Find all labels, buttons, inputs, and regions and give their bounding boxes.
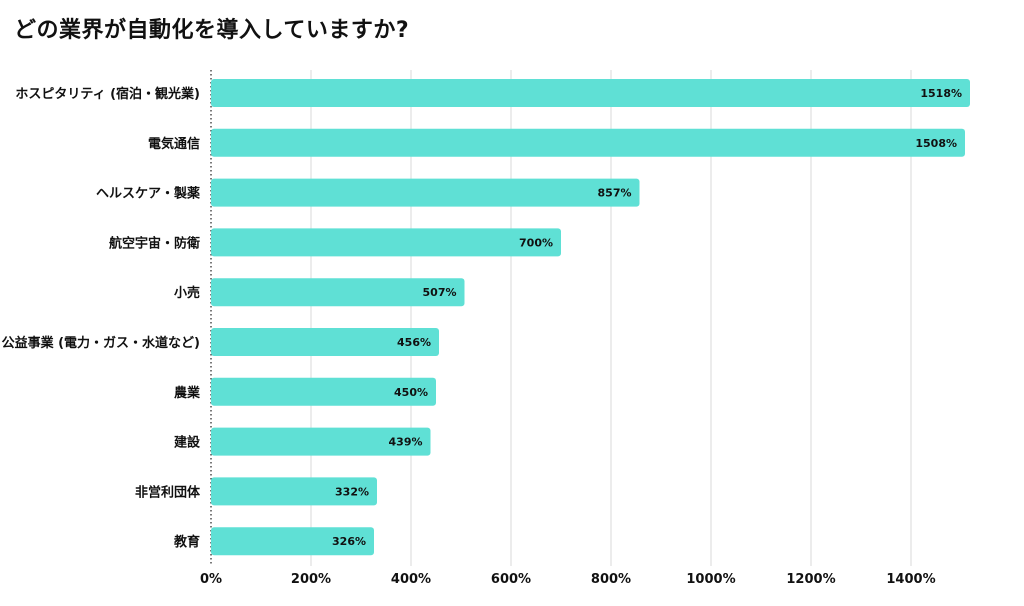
bar <box>211 228 561 257</box>
bar <box>211 178 640 207</box>
value-label: 857% <box>598 187 632 200</box>
bar <box>211 427 431 456</box>
bar <box>211 477 377 506</box>
x-tick-label: 1400% <box>886 572 935 587</box>
category-label: ホスピタリティ (宿泊・観光業) <box>15 86 200 102</box>
chart-title: どの業界が自動化を導入していますか? <box>14 18 410 43</box>
value-label: 700% <box>519 236 553 249</box>
value-label: 456% <box>397 336 431 349</box>
category-label: 小売 <box>174 285 200 301</box>
value-label: 507% <box>423 286 457 299</box>
labels: 0% 200% 400% 600% 800% 1000% 1200% 1400% ホスピタリティ… <box>2 86 962 587</box>
x-tick-label: 800% <box>591 572 631 587</box>
x-tick-label: 600% <box>491 572 531 587</box>
category-label: 建設 <box>174 435 201 451</box>
category-label: 非営利団体 <box>135 484 201 500</box>
x-tick-label: 200% <box>291 572 331 587</box>
value-label: 1518% <box>920 87 962 100</box>
bar <box>211 128 965 157</box>
value-label: 326% <box>332 535 366 548</box>
category-label: 航空宇宙・防衛 <box>109 235 200 251</box>
bar <box>211 328 439 356</box>
bar <box>211 278 465 307</box>
category-label: 電気通信 <box>148 136 200 152</box>
value-label: 450% <box>394 386 428 399</box>
value-label: 332% <box>335 485 369 498</box>
category-label: ヘルスケア・製薬 <box>96 186 201 202</box>
bar <box>211 527 374 556</box>
category-label: 公益事業 (電力・ガス・水道など) <box>2 335 200 351</box>
value-label: 1508% <box>915 137 957 150</box>
x-tick-label: 0% <box>200 572 222 587</box>
bar <box>211 79 970 107</box>
x-tick-label: 400% <box>391 572 431 587</box>
x-tick-label: 1000% <box>686 572 735 587</box>
x-tick-label: 1200% <box>786 572 835 587</box>
bars <box>211 79 970 556</box>
category-label: 農業 <box>174 385 201 401</box>
bar <box>211 377 436 406</box>
value-label: 439% <box>389 436 423 449</box>
category-label: 教育 <box>173 534 200 550</box>
